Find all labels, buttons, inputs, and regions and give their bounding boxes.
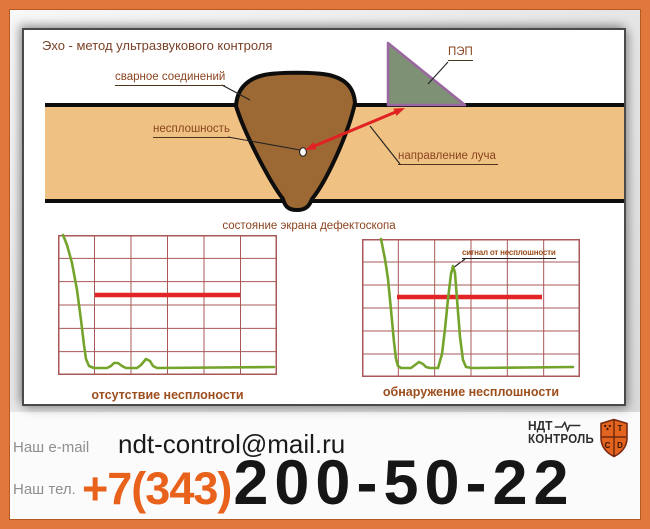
logo-line2: КОНТРОЛЬ	[528, 432, 595, 447]
logo-line1: НДТ	[528, 418, 553, 433]
screen-no-defect-plot	[58, 233, 277, 375]
pulse-icon	[554, 420, 581, 432]
logo: НДТ КОНТРОЛЬ	[528, 418, 595, 447]
pointer-lines	[221, 61, 466, 269]
beam-arrow	[305, 108, 405, 150]
phone-label: Наш тел.	[13, 481, 76, 498]
page-title: Эхо - метод ультразвукового контроля	[42, 38, 273, 53]
screen-defect-found	[362, 237, 580, 377]
weld-diagram	[45, 41, 624, 269]
screen-no-defect-label: отсутствие несплоности	[91, 388, 244, 402]
phone-row: +7(343) 200-50-22	[82, 452, 575, 515]
phone-area-code: +7(343)	[82, 463, 232, 514]
signal-label: сигнал от несплошности	[462, 248, 556, 259]
defect-dot	[299, 147, 307, 157]
email-label: Наш e-mail	[13, 439, 90, 456]
svg-text:C: C	[605, 441, 611, 450]
weld-pointer-line	[221, 84, 251, 101]
phone-number: 200-50-22	[233, 448, 575, 518]
probe-triangle	[386, 41, 467, 107]
screen-defect-found-label: обнаружение несплошности	[382, 385, 560, 399]
shield-icon: T C D	[600, 418, 628, 458]
diagram-panel: Эхо - метод ультразвукового контроля	[22, 28, 626, 406]
svg-text:T: T	[618, 424, 623, 433]
probe-label: ПЭП	[448, 46, 473, 61]
svg-text:D: D	[617, 441, 623, 450]
defect-label: несплошность	[153, 123, 230, 138]
weld-seam-shape	[234, 70, 357, 212]
screen-no-defect	[58, 233, 277, 375]
beam-pointer-line	[369, 125, 401, 165]
weld-label: сварное соединений	[115, 71, 226, 86]
screens-caption: состояние экрана дефектоскопа	[222, 220, 396, 232]
contact-area-background	[9, 412, 641, 520]
beam-label: направление луча	[398, 150, 498, 165]
shield-symbols: T C D	[604, 424, 623, 450]
signal-pointer-line	[452, 258, 466, 269]
email-value: ndt-control@mail.ru	[118, 429, 346, 459]
defect-pointer-line	[227, 136, 301, 151]
probe-pointer-line	[427, 61, 449, 85]
screen-defect-found-plot	[362, 237, 580, 377]
